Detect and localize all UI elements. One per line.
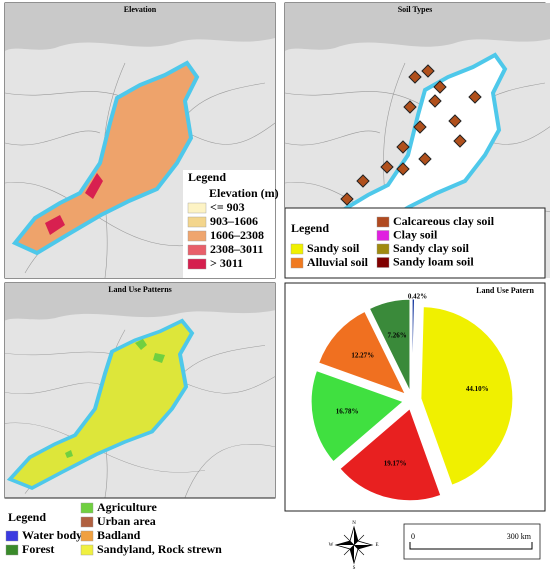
- data-label: 12.27%: [351, 352, 374, 360]
- legend-swatch: [376, 243, 390, 255]
- legend-title: Legend: [8, 510, 46, 524]
- legend-swatch: [187, 244, 207, 256]
- legend-swatch: [187, 216, 207, 228]
- data-label: 7.26%: [387, 331, 406, 339]
- legend-label: Agriculture: [97, 500, 157, 514]
- scale-bar: 0 300 km: [403, 523, 541, 560]
- legend-label: 1606–2308: [210, 228, 264, 242]
- compass-label: E: [375, 543, 378, 548]
- pie-slice: [318, 310, 407, 395]
- panel-title: Soil Types: [398, 5, 433, 14]
- legend-box: [284, 207, 546, 279]
- legend-label: Water body: [22, 528, 82, 542]
- legend-label: Badland: [97, 528, 141, 542]
- pie-slice: [310, 370, 405, 463]
- soil-samples: [340, 64, 482, 206]
- legend-label: Sandyland, Rock strewn: [97, 542, 222, 556]
- elevation-panel: Elevation Legend Elevation (m) <= 903903…: [4, 2, 279, 279]
- legend-label: <= 903: [210, 200, 245, 214]
- legend-swatch: [376, 230, 390, 241]
- legend-swatch: [187, 258, 207, 270]
- compass-label: S: [353, 566, 356, 571]
- legend-swatch: [5, 530, 19, 542]
- legend-label: Sandy clay soil: [393, 241, 470, 255]
- legend-swatch: [80, 502, 94, 514]
- compass-label: W: [329, 543, 334, 548]
- legend-swatch: [290, 257, 304, 269]
- legend-swatch: [80, 530, 94, 542]
- legend-swatch: [80, 516, 94, 528]
- legend-swatch: [376, 216, 390, 228]
- legend-label: Calcareous clay soil: [393, 214, 495, 228]
- data-label: 16.78%: [336, 408, 359, 416]
- legend-label: Forest: [22, 542, 54, 556]
- compass-label: N: [352, 521, 356, 526]
- legend-swatch: [376, 257, 390, 268]
- legend-swatch: [187, 202, 207, 214]
- legend-swatch: [5, 544, 19, 556]
- compass: N E S W: [329, 521, 379, 571]
- panel-title: Land Use Patterns: [108, 285, 172, 294]
- high-elevation: [45, 173, 103, 235]
- pie-slice: [420, 306, 514, 486]
- legend-label: Sandy loam soil: [393, 254, 474, 268]
- pie-slice: [339, 407, 442, 502]
- legend-swatch: [80, 544, 94, 556]
- legend-label: 903–1606: [210, 214, 258, 228]
- legend-swatch: [187, 230, 207, 242]
- legend-label: 2308–3011: [210, 242, 263, 256]
- legend-label: Clay soil: [393, 227, 438, 241]
- panel-title: Elevation: [124, 5, 157, 14]
- pie-slice: [411, 298, 416, 392]
- legend-title: Legend: [291, 221, 329, 235]
- legend-swatch: [290, 243, 304, 255]
- legend-label: Alluvial soil: [307, 255, 369, 269]
- scale-label: 0: [411, 532, 415, 541]
- land-use-panel: Land Use Patterns: [4, 282, 276, 499]
- legend-label: > 3011: [210, 256, 243, 270]
- legend-subtitle: Elevation (m): [209, 186, 279, 200]
- data-label: 0.42%: [408, 293, 427, 301]
- data-label: 19.17%: [384, 459, 407, 467]
- legend-title: Legend: [188, 170, 226, 184]
- scale-label: 300 km: [507, 532, 532, 541]
- data-label: 44.10%: [466, 385, 489, 393]
- pie-slice: [368, 298, 411, 392]
- pie: 0.42% 44.10% 19.17% 16.78% 12.27% 7.26%: [310, 293, 514, 502]
- chart-title: Land Use Patern: [476, 286, 534, 295]
- legend-label: Urban area: [97, 514, 156, 528]
- legend-label: Sandy soil: [307, 241, 360, 255]
